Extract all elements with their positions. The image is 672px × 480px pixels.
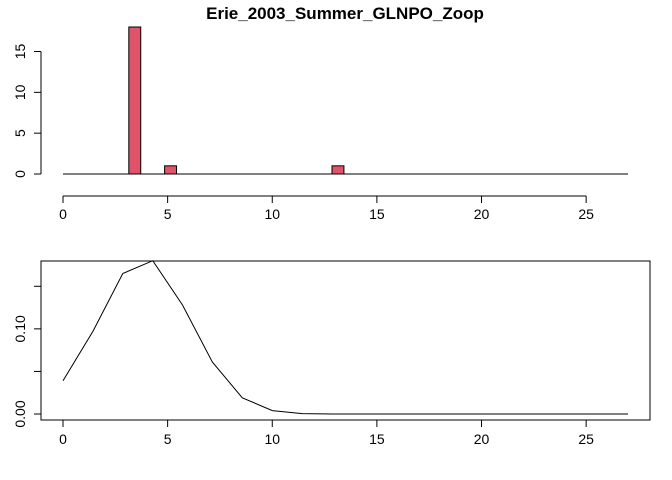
- histogram-bars: [128, 26, 345, 175]
- x-tick-label: 20: [474, 431, 490, 447]
- y-tick-label: 0: [12, 170, 28, 178]
- y-tick-label: 10: [12, 84, 28, 100]
- y-tick-label: 5: [12, 129, 28, 137]
- x-tick-label: 20: [474, 206, 490, 222]
- density-line: [62, 260, 628, 415]
- x-tick-label: 0: [59, 431, 67, 447]
- histogram-bar: [164, 165, 178, 175]
- x-tick-label: 10: [264, 206, 280, 222]
- chart-title: Erie_2003_Summer_GLNPO_Zoop: [206, 4, 484, 23]
- y-tick-label: 15: [12, 44, 28, 60]
- x-tick-label: 15: [369, 206, 385, 222]
- y-tick-label: 0.10: [12, 315, 28, 342]
- x-tick-label: 25: [578, 431, 594, 447]
- histogram-y-axis: 0 5 10 15: [12, 44, 42, 178]
- x-tick-label: 25: [578, 206, 594, 222]
- x-tick-label: 5: [164, 431, 172, 447]
- x-tick-label: 0: [59, 206, 67, 222]
- histogram-bar: [331, 165, 345, 175]
- histogram-panel: Erie_2003_Summer_GLNPO_Zoop 0 5 10 15 20 25 0…: [12, 4, 628, 222]
- density-panel: 0 5 10 15 20 25 0.00 0.10: [12, 260, 651, 447]
- x-tick-label: 5: [164, 206, 172, 222]
- density-plot-frame: [40, 260, 651, 421]
- density-x-axis: 0 5 10 15 20 25: [59, 419, 594, 447]
- y-tick-label: 0.00: [12, 400, 28, 427]
- density-y-axis: 0.00 0.10: [12, 285, 41, 428]
- x-tick-label: 10: [264, 431, 280, 447]
- histogram-x-axis: 0 5 10 15 20 25: [59, 195, 594, 222]
- x-tick-label: 15: [369, 431, 385, 447]
- histogram-bar: [128, 26, 142, 175]
